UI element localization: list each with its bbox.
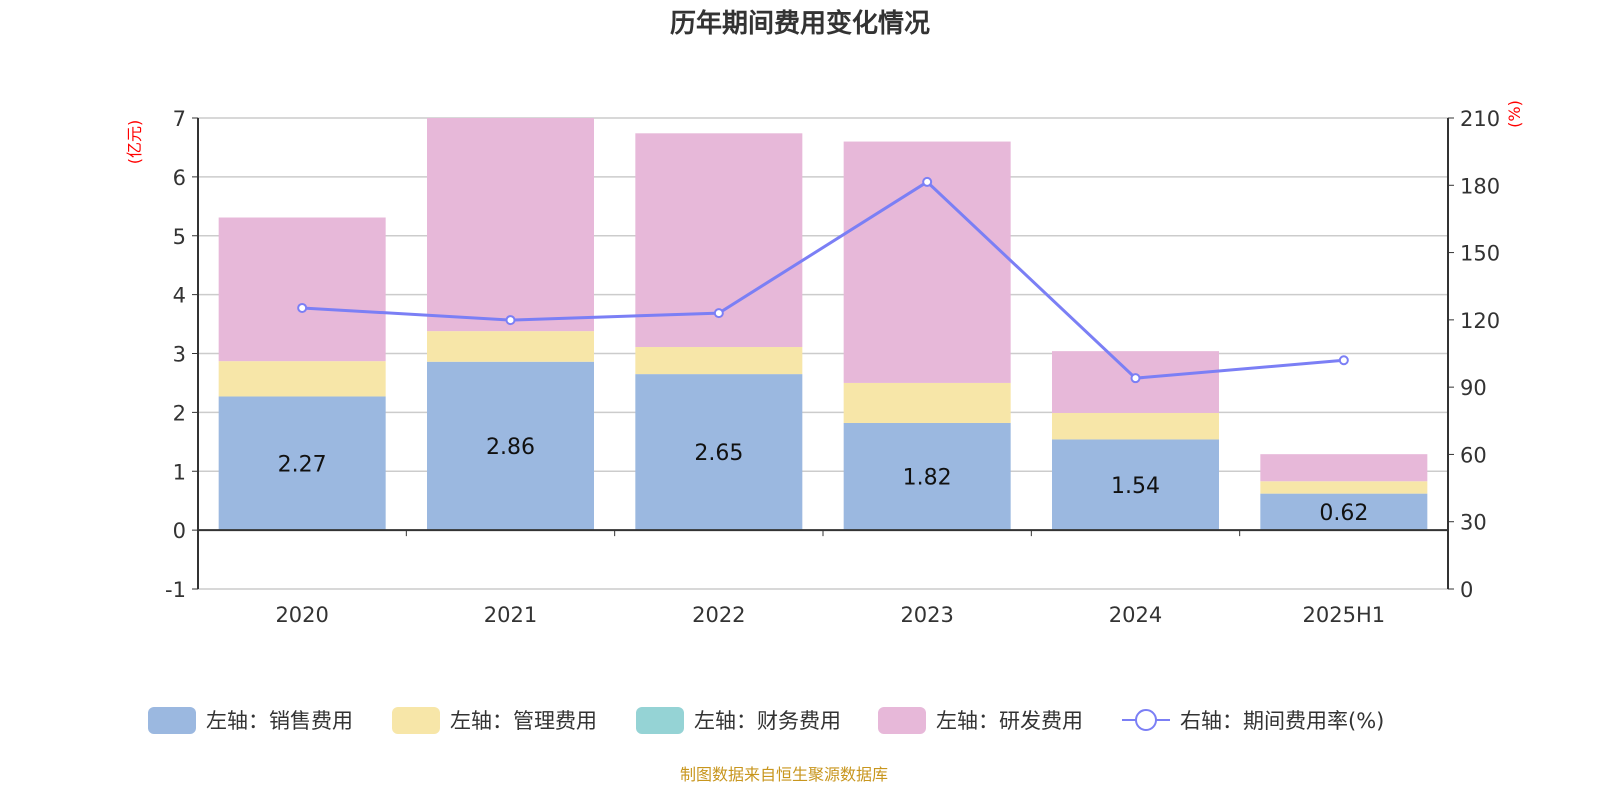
legend-swatch: [392, 707, 440, 734]
legend-label: 左轴：销售费用: [206, 709, 353, 733]
bar-2025H1-s1: [1260, 481, 1428, 494]
y-left-unit-label: (亿元): [125, 120, 144, 165]
y-left-tick-label: 1: [173, 460, 186, 484]
legend-label: 右轴：期间费用率(%): [1180, 709, 1384, 733]
footnote: 制图数据来自恒生聚源数据库: [680, 765, 888, 784]
y-right-tick-label: 210: [1460, 107, 1500, 131]
legend-label: 左轴：财务费用: [694, 709, 841, 733]
x-tick-label: 2024: [1109, 603, 1162, 627]
x-tick-label: 2025H1: [1303, 603, 1386, 627]
legend-swatch: [878, 707, 926, 734]
legend-swatch: [636, 707, 684, 734]
y-left-tick-label: 4: [173, 284, 186, 308]
data-label: 2.65: [694, 441, 743, 466]
bar-2025H1-s0: [1260, 493, 1428, 531]
bar-2020-s0: [218, 396, 386, 531]
rate-point-2024: [1130, 373, 1141, 384]
legend-item-0[interactable]: 左轴：销售费用: [148, 707, 353, 734]
legend-item-3[interactable]: 左轴：研发费用: [878, 707, 1083, 734]
bar-2022-s0: [635, 374, 803, 531]
y-right-tick-label: 0: [1460, 578, 1473, 602]
legend-label: 左轴：管理费用: [450, 709, 597, 733]
bar-2021-s3: [427, 118, 594, 332]
data-label: 2.86: [486, 435, 535, 460]
y-left-tick-label: 2: [173, 401, 186, 425]
y-right-tick-label: 150: [1460, 242, 1500, 266]
chart-title: 历年期间费用变化情况: [670, 8, 930, 39]
bar-2023-s1: [843, 382, 1011, 423]
rate-point-2025H1: [1338, 355, 1349, 366]
rate-point-2021: [505, 315, 516, 326]
y-right-unit-label: (%): [1505, 100, 1524, 128]
bar-2021-s0: [427, 361, 594, 531]
rate-line: [302, 180, 1344, 380]
bar-2022-s1: [635, 347, 803, 375]
y-right-tick-label: 180: [1460, 174, 1500, 198]
x-tick-label: 2020: [275, 603, 328, 627]
legend-item-1[interactable]: 左轴：管理费用: [392, 707, 597, 734]
bar-2020-s3: [218, 217, 386, 362]
legend-swatch: [148, 707, 196, 734]
legend-circle-icon: [1135, 709, 1157, 731]
data-label: 0.62: [1319, 501, 1368, 526]
y-right-tick-label: 90: [1460, 376, 1487, 400]
data-label: 2.27: [278, 452, 327, 477]
y-right-tick-label: 120: [1460, 309, 1500, 333]
y-left-tick-label: 6: [173, 166, 186, 190]
x-tick-label: 2022: [692, 603, 745, 627]
legend-item-2[interactable]: 左轴：财务费用: [636, 707, 841, 734]
bar-2023-s0: [843, 422, 1011, 531]
data-label: 1.54: [1111, 474, 1160, 499]
y-right-tick-label: 30: [1460, 511, 1487, 535]
y-right-tick-label: 60: [1460, 443, 1487, 467]
bar-2024-s0: [1052, 439, 1219, 531]
y-left-tick-label: 7: [173, 107, 186, 131]
y-left-tick-label: 3: [173, 343, 186, 367]
x-tick-label: 2023: [900, 603, 953, 627]
bar-2024-s1: [1052, 412, 1219, 440]
bar-2025H1-s3: [1260, 454, 1428, 482]
rate-point-2023: [922, 176, 933, 187]
bar-2021-s1: [427, 331, 594, 362]
y-left-tick-label: -1: [165, 578, 186, 602]
rate-point-2022: [713, 308, 724, 319]
y-left-tick-label: 5: [173, 225, 186, 249]
rate-point-2020: [297, 302, 308, 313]
x-tick-label: 2021: [484, 603, 537, 627]
data-label: 1.82: [903, 466, 952, 491]
bar-2020-s1: [218, 361, 386, 397]
y-left-tick-label: 0: [173, 519, 186, 543]
legend-item-4[interactable]: 右轴：期间费用率(%): [1122, 709, 1384, 733]
legend-label: 左轴：研发费用: [936, 709, 1083, 733]
